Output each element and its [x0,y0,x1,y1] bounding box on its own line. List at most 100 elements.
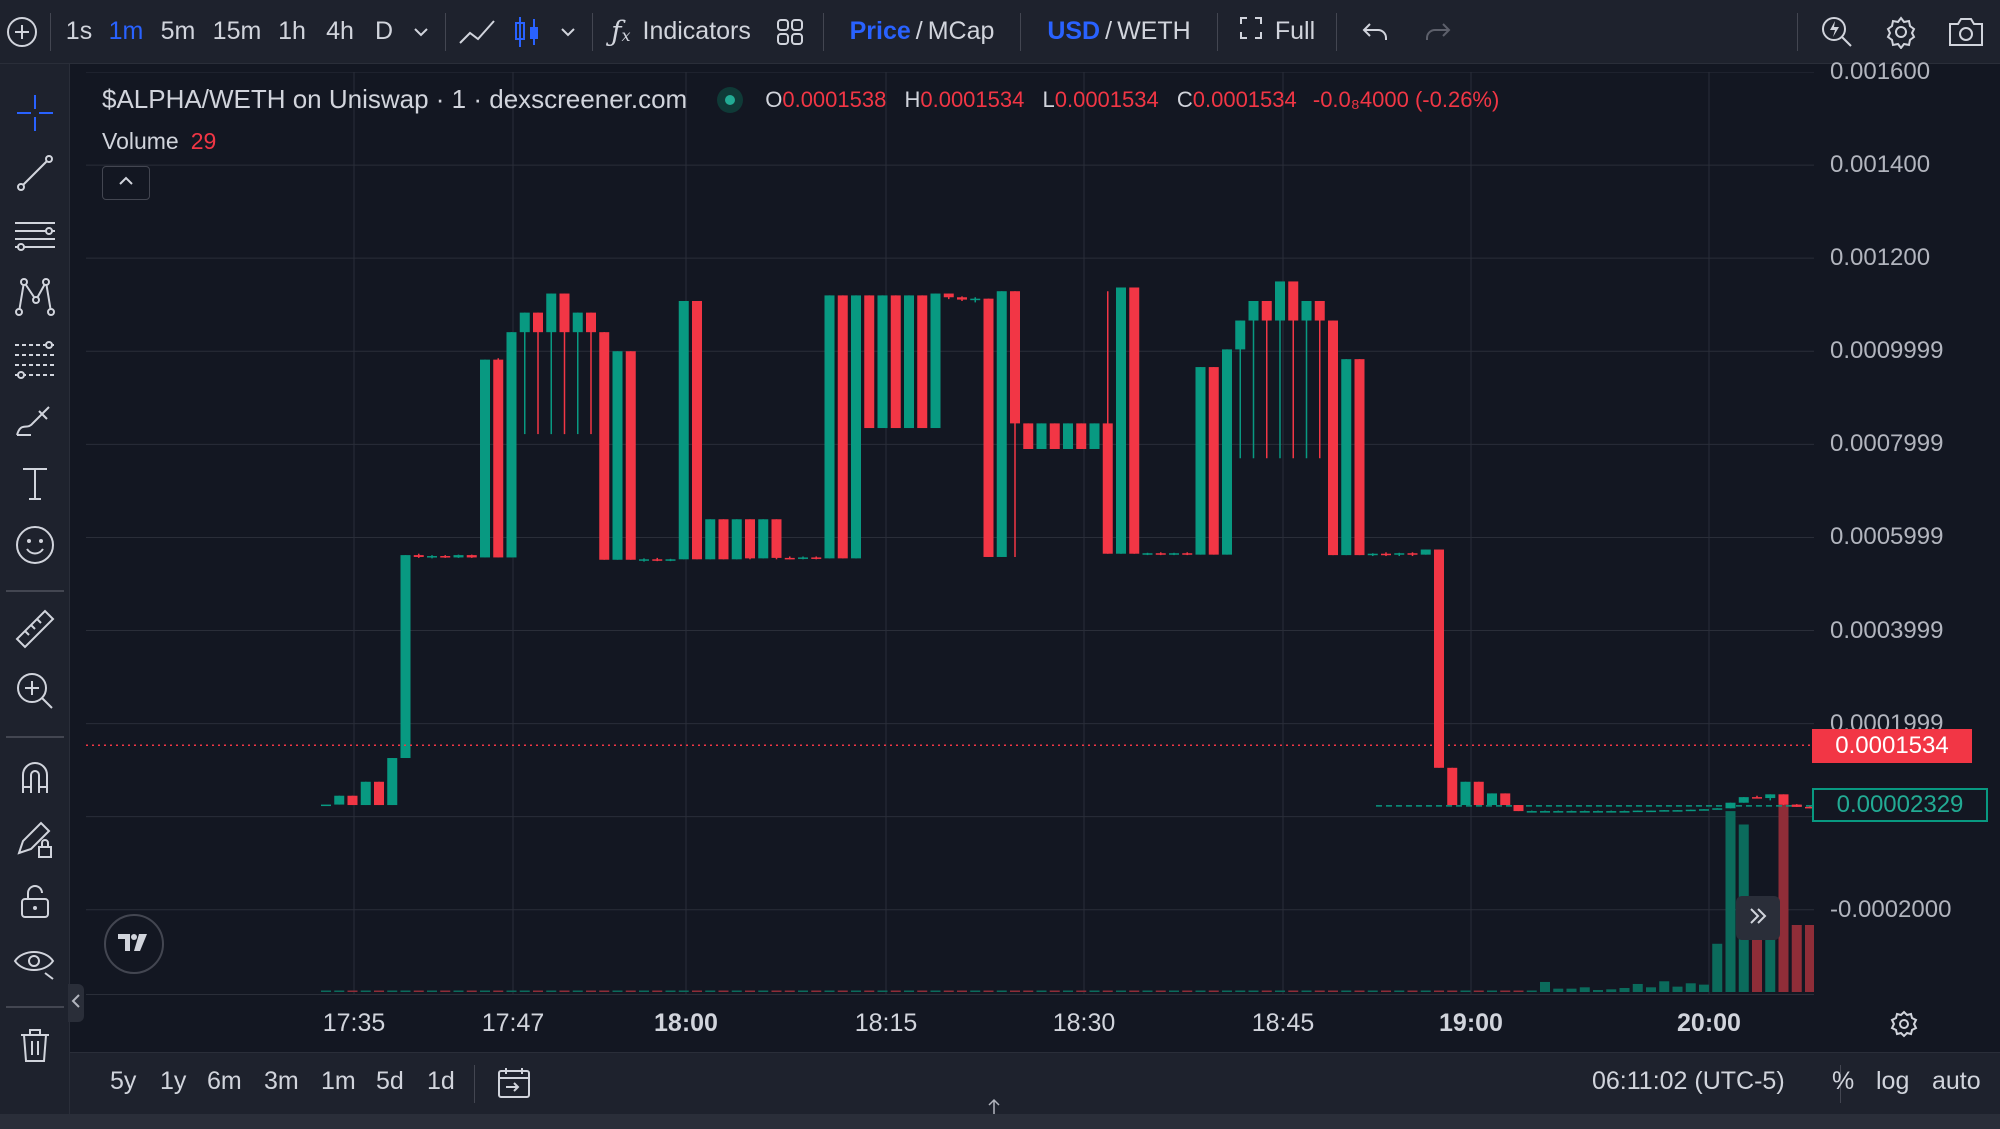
zoom-tool-button[interactable] [10,668,60,718]
toolbar-collapse-handle[interactable] [68,984,84,1022]
volume-bar [1579,987,1590,992]
clock-timezone[interactable]: 06:11:02 (UTC-5) [1592,1067,1785,1095]
volume-bar [731,990,742,992]
undo-button[interactable] [1343,0,1409,64]
candle [1381,552,1391,557]
pattern-tool-button[interactable] [10,274,60,324]
candle-body [983,298,994,557]
range-3m[interactable]: 3m [264,1067,299,1095]
ruler-tool-button[interactable] [10,606,60,656]
collapse-legend-button[interactable] [102,166,150,200]
tradingview-logo[interactable] [104,914,164,974]
candle [890,295,901,429]
candle-body [1460,781,1471,806]
indicators-button[interactable]: ƒx Indicators [599,0,763,64]
chart-type-dropdown-button[interactable] [550,0,586,64]
text-tool-button[interactable] [10,460,60,510]
hide-drawings-button[interactable] [10,940,60,990]
candle [771,519,782,560]
lock-drawings-button[interactable] [10,816,60,866]
candle [1500,793,1511,806]
price-mcap-toggle[interactable]: Price / MCap [830,0,1014,64]
fullscreen-button[interactable]: Full [1224,0,1330,64]
range-1m[interactable]: 1m [321,1067,356,1095]
volume-bar [930,990,941,992]
interval-5m[interactable]: 5m [160,17,196,45]
range-5d[interactable]: 5d [376,1067,404,1095]
usd-weth-toggle[interactable]: USD / WETH [1027,0,1211,64]
price-chart[interactable] [86,72,1814,994]
weth-option[interactable]: WETH [1117,17,1191,45]
candle [321,804,331,807]
auto-scale-toggle[interactable]: auto [1932,1067,1981,1095]
candle [519,312,530,435]
candle [1699,809,1709,811]
fib-tool-button[interactable] [10,336,60,386]
horizontal-lines-tool-button[interactable] [10,212,60,262]
scroll-to-realtime-button[interactable] [1736,896,1780,940]
log-scale-toggle[interactable]: log [1876,1067,1910,1095]
screenshot-button[interactable] [1932,0,2000,64]
interval-15m[interactable]: 15m [212,17,262,45]
mcap-option[interactable]: MCap [927,17,995,45]
volume-bar [784,990,795,992]
candle-body [387,758,398,806]
volume-bar [1248,990,1259,992]
layouts-button[interactable] [763,0,817,64]
volume-bar [1208,990,1219,992]
range-1d[interactable]: 1d [427,1067,455,1095]
interval-1m[interactable]: 1m [108,17,144,45]
candle [1328,320,1338,556]
lock-all-button[interactable] [10,878,60,928]
candle-body [1791,804,1802,807]
percent-scale-toggle[interactable]: % [1832,1067,1855,1095]
candle [1487,793,1497,806]
price-axis[interactable]: 0.001600 0.001400 0.001200 0.0009999 0.00079… [1814,58,2000,1052]
volume-bar [466,990,477,992]
brush-tool-button[interactable] [10,398,60,448]
candle [387,758,398,806]
quick-search-button[interactable] [1804,0,1870,64]
time-axis-label: 19:00 [1439,1009,1503,1037]
magnet-tool-button[interactable] [10,754,60,804]
redo-button[interactable] [1409,0,1465,64]
candle-body [1805,806,1814,809]
interval-dropdown-button[interactable] [403,0,439,64]
range-1y[interactable]: 1y [160,1067,187,1095]
interval-d[interactable]: D [374,17,394,45]
volume-bar [360,990,371,992]
volume-bar [480,990,490,992]
candle [824,295,835,559]
interval-1h[interactable]: 1h [278,17,306,45]
candle-chart-type-button[interactable] [504,0,550,64]
trend-line-tool-button[interactable] [10,150,60,200]
volume-bar [347,990,358,992]
time-axis[interactable]: 17:35 17:47 18:00 18:15 18:30 18:45 19:00 20:00 [86,994,1814,1052]
axis-settings-button[interactable] [1888,1008,1920,1040]
time-axis-label: 20:00 [1677,1009,1741,1037]
emoji-tool-button[interactable] [10,522,60,572]
line-chart-type-button[interactable] [452,0,504,64]
candle [1102,291,1113,554]
crosshair-icon [15,93,55,138]
remove-drawings-button[interactable] [10,1022,60,1072]
volume-bar [1460,990,1471,992]
interval-4h[interactable]: 4h [326,17,354,45]
symbol-title[interactable]: $ALPHA/WETH on Uniswap · 1 · dexscreener… [102,84,688,114]
candle-body [493,359,504,558]
settings-button[interactable] [1870,0,1932,64]
interval-1s[interactable]: 1s [65,17,93,45]
crosshair-tool-button[interactable] [10,90,60,140]
range-5y[interactable]: 5y [110,1067,137,1095]
price-option[interactable]: Price [849,17,911,45]
usd-option[interactable]: USD [1047,17,1101,45]
candle-body [1222,349,1232,555]
goto-date-button[interactable] [496,1065,532,1106]
candle-body [1261,300,1272,321]
time-axis-label: 18:45 [1251,1009,1315,1037]
volume-bar [718,990,729,992]
range-6m[interactable]: 6m [207,1067,242,1095]
add-symbol-button[interactable] [0,0,44,64]
candle [1129,287,1140,554]
toolbar-divider [50,12,51,51]
